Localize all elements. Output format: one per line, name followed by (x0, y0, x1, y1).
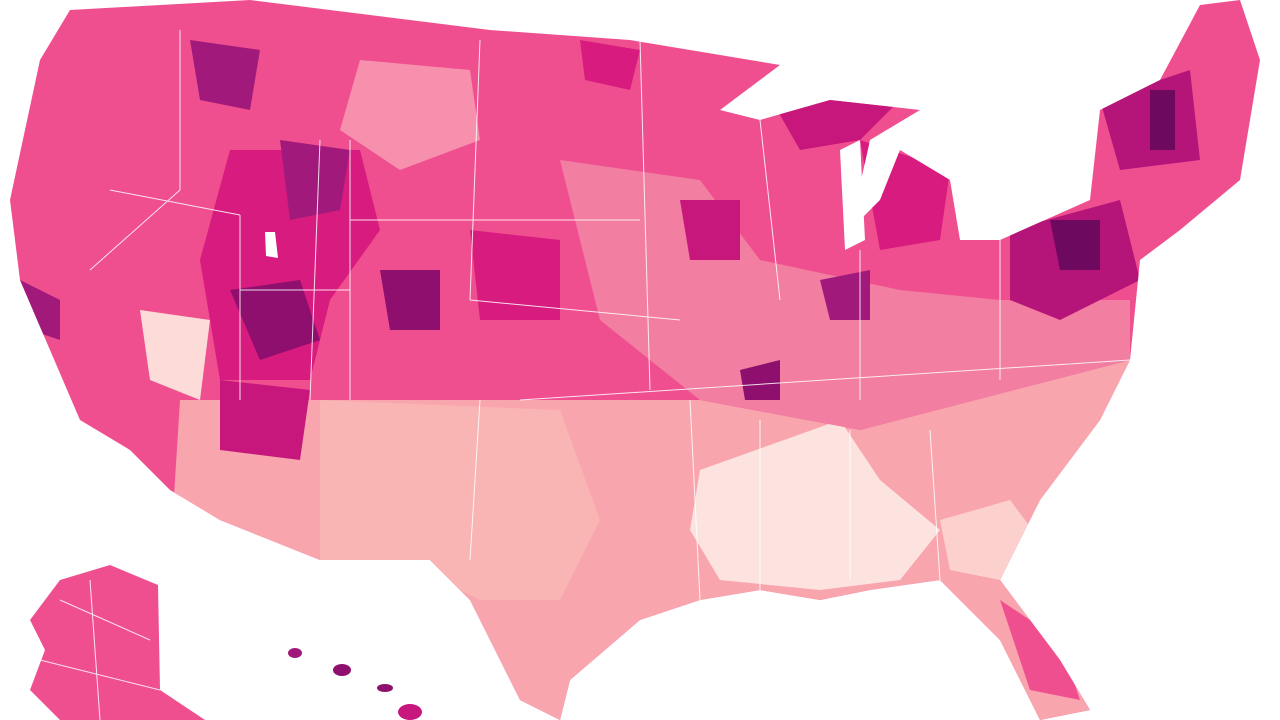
lake (265, 232, 278, 258)
region-darker (820, 270, 870, 320)
hawaii-island (398, 704, 422, 720)
hawaii-island (333, 664, 351, 676)
region-dark (580, 40, 640, 90)
region-light (320, 400, 600, 600)
region-darkest (230, 280, 320, 360)
region-dark (470, 230, 560, 320)
region-dark (220, 380, 310, 460)
alaska (30, 565, 205, 720)
state-borders (89, 30, 1131, 601)
region-florida (1000, 600, 1080, 700)
region-darker (190, 40, 260, 110)
region-very-light (140, 310, 210, 400)
region-darker (280, 140, 350, 220)
region-darkest (740, 360, 780, 400)
region-dark (680, 200, 740, 260)
hawaii-island (377, 684, 393, 692)
alaska-borders (39, 579, 161, 720)
hawaii-island (288, 648, 302, 658)
region-darkest (1050, 220, 1100, 270)
region-mid (340, 60, 480, 170)
lake (840, 140, 865, 250)
region-very-light (690, 420, 940, 590)
region-darkest (1150, 90, 1175, 150)
region-darkest (380, 270, 440, 330)
